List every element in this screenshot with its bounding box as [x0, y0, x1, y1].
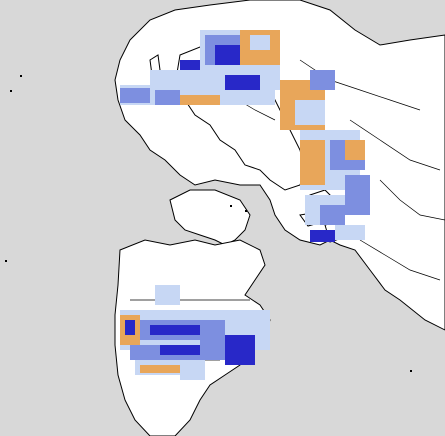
small-islands	[5, 75, 412, 372]
snow-cover-overlay	[120, 30, 370, 380]
greenland-landmass	[169, 189, 251, 246]
